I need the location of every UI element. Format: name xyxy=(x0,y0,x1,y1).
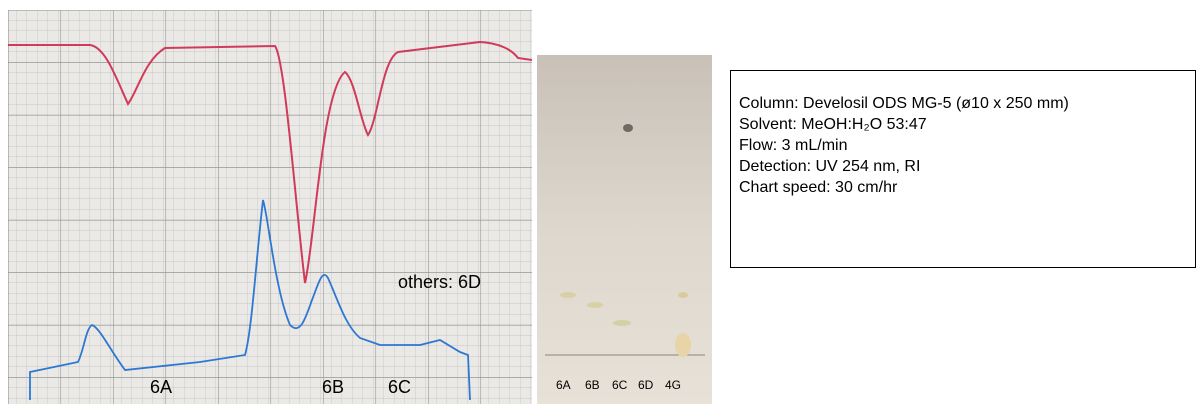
spot xyxy=(678,292,688,298)
lane-label: 4G xyxy=(665,378,681,392)
grid xyxy=(8,10,532,404)
ri-trace xyxy=(8,40,533,284)
spot xyxy=(613,320,631,326)
others-label: others: 6D xyxy=(398,272,481,292)
peak-label: 6B xyxy=(322,377,344,397)
conditions-box: Column: Develosil ODS MG-5 (ø10 x 250 mm… xyxy=(730,70,1196,268)
peak-label: 6C xyxy=(388,377,411,397)
uv-trace xyxy=(29,199,471,401)
spot xyxy=(587,302,603,308)
condition-line: Solvent: MeOH:H₂O 53:47 xyxy=(739,116,927,133)
condition-line: Flow: 3 mL/min xyxy=(739,137,848,154)
condition-line: Chart speed: 30 cm/hr xyxy=(739,179,898,196)
condition-line: Detection: UV 254 nm, RI xyxy=(739,158,921,175)
spot xyxy=(623,124,633,132)
lane-label: 6D xyxy=(638,378,654,392)
lane-label: 6C xyxy=(612,378,628,392)
condition-line: Column: Develosil ODS MG-5 (ø10 x 250 mm… xyxy=(739,95,1069,112)
tlc-plate: 6A 6B 6C 6D 4G xyxy=(537,55,712,404)
peak-label: 6A xyxy=(150,377,172,397)
chromatogram: 6A 6B 6C others: 6D xyxy=(8,10,533,404)
lane-label: 6B xyxy=(585,378,600,392)
spot xyxy=(675,333,691,357)
lane-label: 6A xyxy=(556,378,571,392)
spot xyxy=(560,292,576,298)
